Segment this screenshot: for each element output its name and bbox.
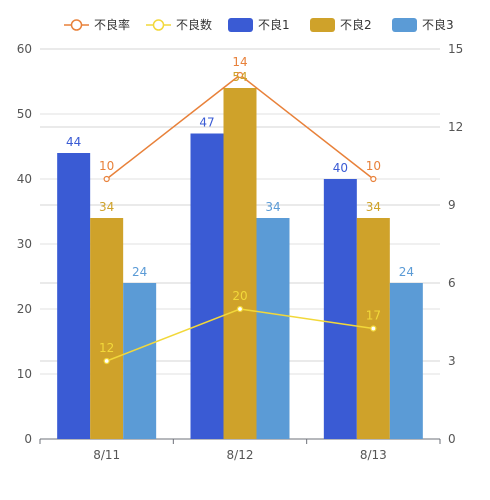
- data-label-不良2: 54: [232, 70, 247, 84]
- legend-label: 不良数: [176, 17, 212, 32]
- point-不良率: [103, 175, 110, 183]
- bar-不良3: [389, 283, 423, 439]
- y-left-tick-label: 40: [17, 172, 32, 186]
- data-label-不良3: 24: [399, 265, 414, 279]
- data-label-不良3: 24: [132, 265, 147, 279]
- legend-circle-icon: [70, 19, 83, 31]
- y-left-tick-label: 50: [17, 107, 32, 121]
- legend-item-不良1: 不良1: [228, 17, 290, 32]
- bar-不良3: [256, 218, 290, 439]
- point-不良率: [370, 175, 377, 183]
- bar-不良2: [223, 88, 257, 439]
- x-tick-label: 8/12: [227, 448, 254, 462]
- data-label-不良2: 34: [99, 200, 114, 214]
- bar-不良2: [90, 218, 124, 439]
- legend-label: 不良1: [258, 17, 290, 32]
- y-left-tick-label: 10: [17, 367, 32, 381]
- data-label-不良1: 44: [66, 135, 81, 149]
- y-right-tick-label: 12: [448, 120, 463, 134]
- y-right-tick-label: 6: [448, 276, 456, 290]
- legend-label: 不良3: [422, 17, 454, 32]
- data-label-不良率: 10: [99, 159, 114, 173]
- data-label-不良1: 47: [199, 116, 214, 130]
- label-layer: 44 47 40 34 54 34 24 34 24 10 14 10 12 20 17: [66, 55, 414, 355]
- data-label-不良数: 20: [232, 289, 247, 303]
- line-layer: [103, 71, 377, 365]
- legend-item-不良3: 不良3: [392, 17, 454, 32]
- y-right-tick-label: 9: [448, 198, 456, 212]
- y-left-tick-label: 20: [17, 302, 32, 316]
- legend-item-不良率: 不良率: [64, 17, 130, 32]
- point-不良数: [103, 357, 110, 365]
- data-label-不良1: 40: [333, 161, 348, 175]
- y-right-tick-label: 3: [448, 354, 456, 368]
- x-tick-label: 8/13: [360, 448, 387, 462]
- data-label-不良数: 12: [99, 341, 114, 355]
- legend-item-不良2: 不良2: [310, 17, 372, 32]
- legend-item-不良数: 不良数: [146, 17, 212, 32]
- y-right-tick-label: 0: [448, 432, 456, 446]
- data-label-不良率: 10: [366, 159, 381, 173]
- point-不良数: [236, 305, 244, 313]
- data-label-不良数: 17: [366, 309, 381, 323]
- legend: 不良率 不良数 不良1 不良2 不良3: [64, 17, 454, 32]
- data-label-不良2: 34: [366, 200, 381, 214]
- data-label-不良率: 14: [232, 55, 247, 69]
- bar-不良1: [57, 153, 91, 439]
- y-left-tick-label: 60: [17, 42, 32, 56]
- y-left-tick-label: 0: [24, 432, 32, 446]
- bar-layer: [57, 88, 423, 439]
- legend-swatch-icon: [392, 18, 417, 32]
- data-label-不良3: 34: [265, 200, 280, 214]
- bar-不良1: [323, 179, 357, 439]
- point-不良率: [236, 71, 244, 79]
- legend-label: 不良率: [94, 17, 130, 32]
- legend-circle-icon: [152, 19, 165, 31]
- y-left-tick-label: 30: [17, 237, 32, 251]
- legend-swatch-icon: [228, 18, 253, 32]
- x-tick-label: 8/11: [93, 448, 120, 462]
- legend-swatch-icon: [310, 18, 335, 32]
- bar-不良1: [190, 133, 224, 439]
- y-right-tick-label: 15: [448, 42, 463, 56]
- point-不良数: [370, 325, 377, 332]
- legend-label: 不良2: [340, 17, 372, 32]
- bar-不良3: [123, 283, 157, 439]
